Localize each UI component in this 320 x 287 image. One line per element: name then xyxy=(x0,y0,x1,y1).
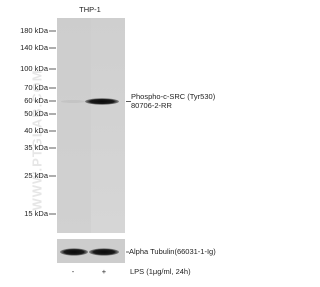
loading-control-label: Alpha Tubulin(66031-1-Ig) xyxy=(129,247,216,256)
marker-label: 15 kDa xyxy=(24,209,49,218)
target-catalog: 80706-2-RR xyxy=(131,101,172,110)
lane-label: + xyxy=(102,267,107,276)
marker-label: 140 kDa xyxy=(20,43,49,52)
marker-label: 35 kDa xyxy=(24,143,49,152)
treatment-label: LPS (1μg/ml, 24h) xyxy=(130,267,191,276)
page: {"sample": "THP-1", "markers": ["180 kDa… xyxy=(0,0,248,287)
sample-label: THP-1 xyxy=(79,5,101,14)
tubulin-band xyxy=(60,248,88,255)
marker-label: 100 kDa xyxy=(20,64,49,73)
lane-1 xyxy=(57,18,91,233)
marker-label: 40 kDa xyxy=(24,126,49,135)
faint-band xyxy=(61,100,85,103)
tubulin-band xyxy=(89,248,119,255)
target-band xyxy=(85,98,119,104)
marker-label: 25 kDa xyxy=(24,171,49,180)
marker-label: 70 kDa xyxy=(24,83,49,92)
target-name: Phospho-c-SRC (Tyr530) xyxy=(131,92,216,101)
marker-label: 50 kDa xyxy=(24,109,49,118)
marker-label: 180 kDa xyxy=(20,26,49,35)
lane-label: - xyxy=(72,267,75,276)
marker-label: 60 kDa xyxy=(24,96,49,105)
